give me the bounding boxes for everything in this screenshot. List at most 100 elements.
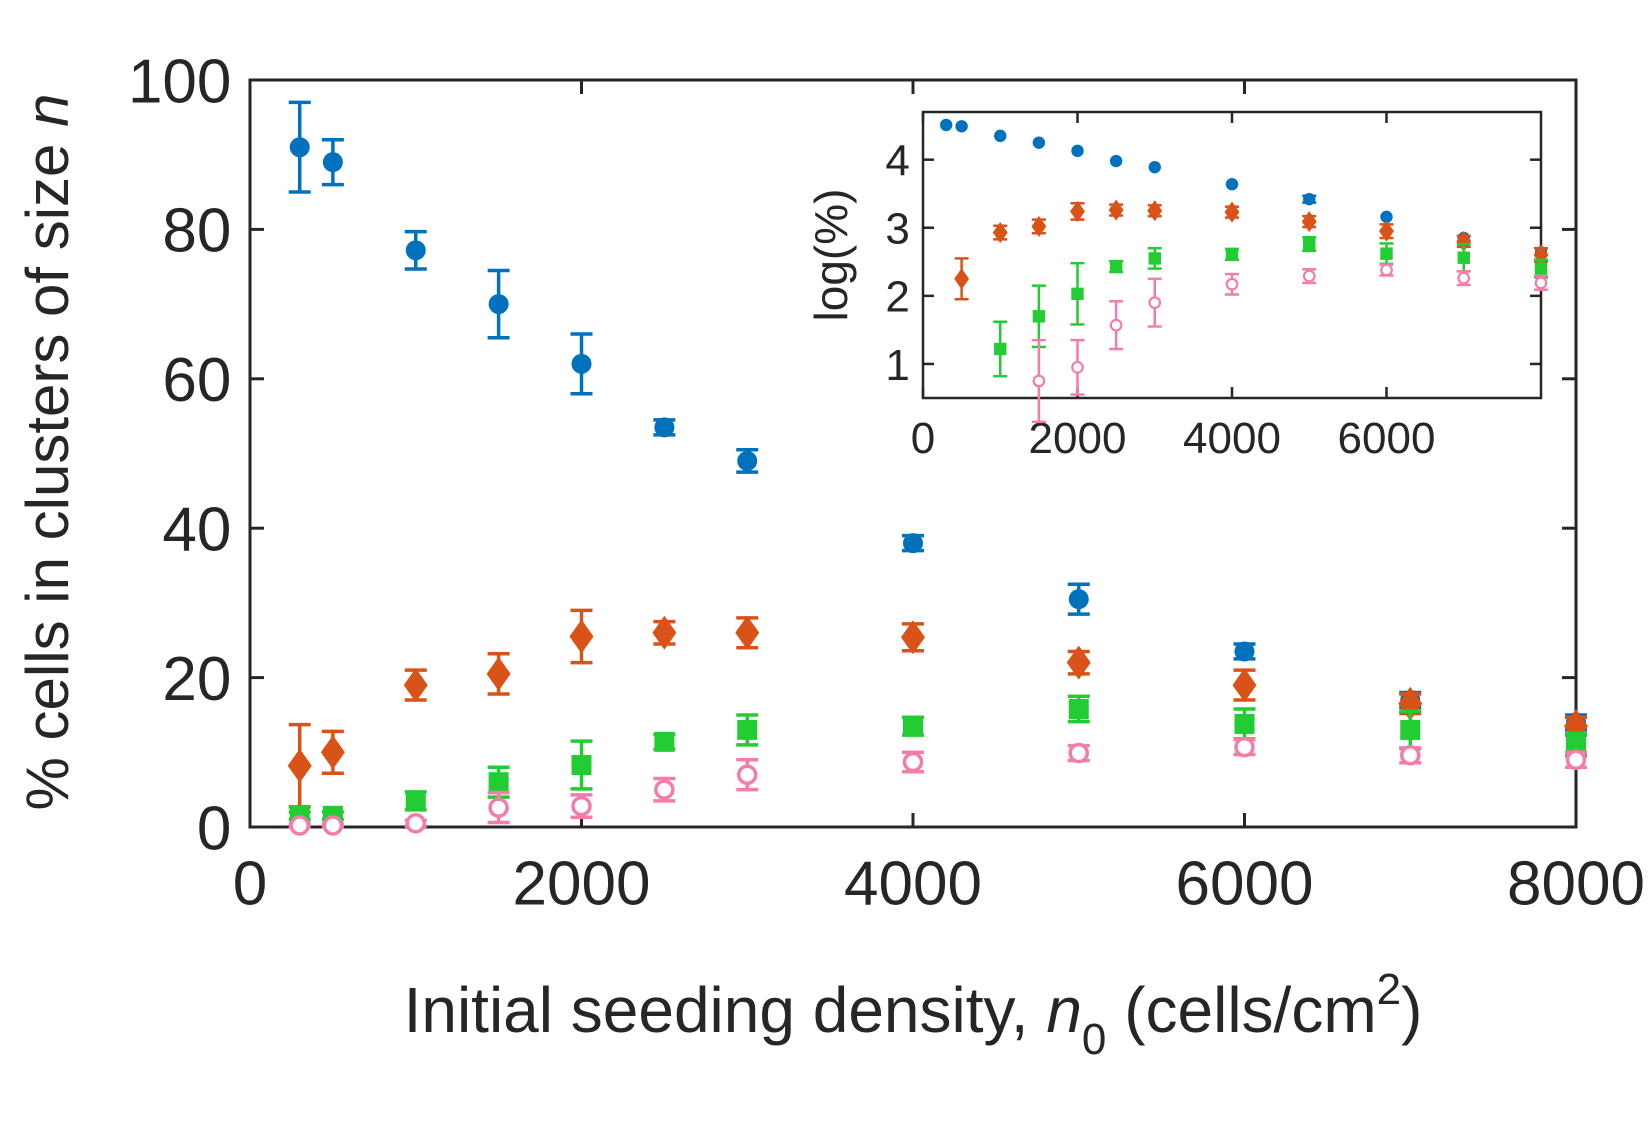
- data-point: [1068, 589, 1089, 610]
- data-point: [488, 797, 509, 818]
- data-point: [1302, 269, 1316, 283]
- data-point: [1456, 230, 1472, 252]
- data-point: [735, 615, 760, 650]
- y-tick-label: 40: [162, 496, 231, 565]
- data-point: [322, 152, 343, 173]
- series-green-squares: [993, 236, 1548, 378]
- data-point: [992, 221, 1008, 244]
- x-tick-label: 2000: [513, 850, 651, 919]
- data-point: [405, 813, 426, 834]
- data-point: [1071, 361, 1084, 374]
- data-point: [569, 619, 594, 654]
- data-point: [1400, 719, 1421, 740]
- data-point: [1109, 318, 1123, 332]
- x-tick-label: 8000: [1507, 850, 1645, 919]
- data-point: [289, 815, 310, 836]
- data-point: [737, 450, 758, 471]
- data-point: [1225, 248, 1239, 261]
- data-point: [1301, 211, 1317, 233]
- data-point: [1031, 215, 1047, 237]
- data-point: [903, 533, 923, 554]
- data-point: [488, 772, 509, 793]
- x-axis: 0 2000 4000 6000 8000: [233, 80, 1645, 919]
- data-point: [737, 719, 758, 740]
- y-tick-label: 3: [885, 205, 909, 254]
- data-point: [955, 120, 968, 133]
- data-point: [1457, 271, 1471, 285]
- data-point: [403, 668, 428, 703]
- y-tick-label: 1: [885, 341, 909, 390]
- data-point: [1148, 252, 1161, 265]
- data-point: [1108, 199, 1124, 221]
- data-point: [1225, 177, 1239, 191]
- data-point: [405, 790, 426, 811]
- data-point: [571, 795, 592, 817]
- data-point: [1070, 200, 1085, 222]
- y-tick-label: 4: [885, 137, 909, 186]
- y-axis: 1 2 3 4: [885, 137, 1541, 390]
- data-point: [1234, 713, 1255, 734]
- data-point: [571, 754, 592, 775]
- data-point: [289, 137, 310, 158]
- x-tick-label: 4000: [844, 850, 982, 919]
- data-point: [939, 118, 953, 132]
- data-point: [1380, 210, 1393, 224]
- data-point: [1066, 645, 1091, 680]
- data-point: [488, 294, 509, 315]
- data-point: [654, 731, 675, 752]
- y-tick-label: 20: [162, 645, 231, 714]
- data-point: [737, 764, 758, 785]
- data-point: [1109, 154, 1123, 168]
- data-point: [322, 815, 344, 836]
- series-orange-diamonds: [954, 199, 1549, 301]
- data-point: [1148, 160, 1161, 174]
- data-point: [1224, 201, 1240, 223]
- y-tick-label: 2: [885, 273, 909, 322]
- data-point: [954, 268, 970, 290]
- data-point: [287, 748, 312, 783]
- x-tick-label: 0: [233, 850, 267, 919]
- data-point: [1147, 200, 1163, 222]
- data-point: [1032, 310, 1046, 323]
- data-point: [1032, 374, 1046, 388]
- data-point: [1234, 736, 1255, 758]
- data-point: [1534, 276, 1548, 290]
- y-tick-label: 80: [162, 197, 231, 266]
- inset-y-axis-label: log(%): [805, 189, 857, 322]
- data-point: [1303, 192, 1316, 206]
- data-point: [1457, 251, 1470, 264]
- series-pink-circles: [1031, 263, 1548, 424]
- data-point: [994, 342, 1007, 356]
- x-tick-label: 0: [911, 414, 935, 463]
- data-point: [1032, 136, 1046, 149]
- data-point: [1148, 296, 1162, 310]
- x-axis-label: Initial seeding density, n0 (cells/cm2): [404, 965, 1423, 1064]
- data-point: [1071, 287, 1084, 301]
- x-tick-label: 6000: [1338, 414, 1436, 463]
- data-point: [1566, 734, 1586, 755]
- data-point: [571, 353, 592, 374]
- data-point: [1232, 668, 1257, 703]
- data-point: [1534, 262, 1548, 275]
- y-tick-label: 100: [128, 47, 231, 116]
- series-pink-circles: [288, 736, 1587, 836]
- data-point: [405, 240, 426, 261]
- data-point: [1533, 244, 1549, 266]
- x-tick-label: 4000: [1183, 414, 1281, 463]
- data-point: [1071, 144, 1084, 158]
- data-point: [1303, 237, 1316, 251]
- y-tick-label: 0: [197, 794, 231, 863]
- data-point: [654, 779, 675, 800]
- y-tick-label: 60: [162, 346, 231, 415]
- data-point: [1380, 263, 1393, 277]
- y-axis-label: % cells in clusters of size n: [14, 94, 81, 811]
- data-point: [901, 620, 925, 655]
- data-point: [1068, 742, 1089, 764]
- data-point: [1068, 698, 1089, 719]
- data-point: [1379, 220, 1394, 242]
- data-point: [654, 417, 675, 438]
- data-point: [320, 735, 345, 770]
- data-point: [903, 716, 923, 737]
